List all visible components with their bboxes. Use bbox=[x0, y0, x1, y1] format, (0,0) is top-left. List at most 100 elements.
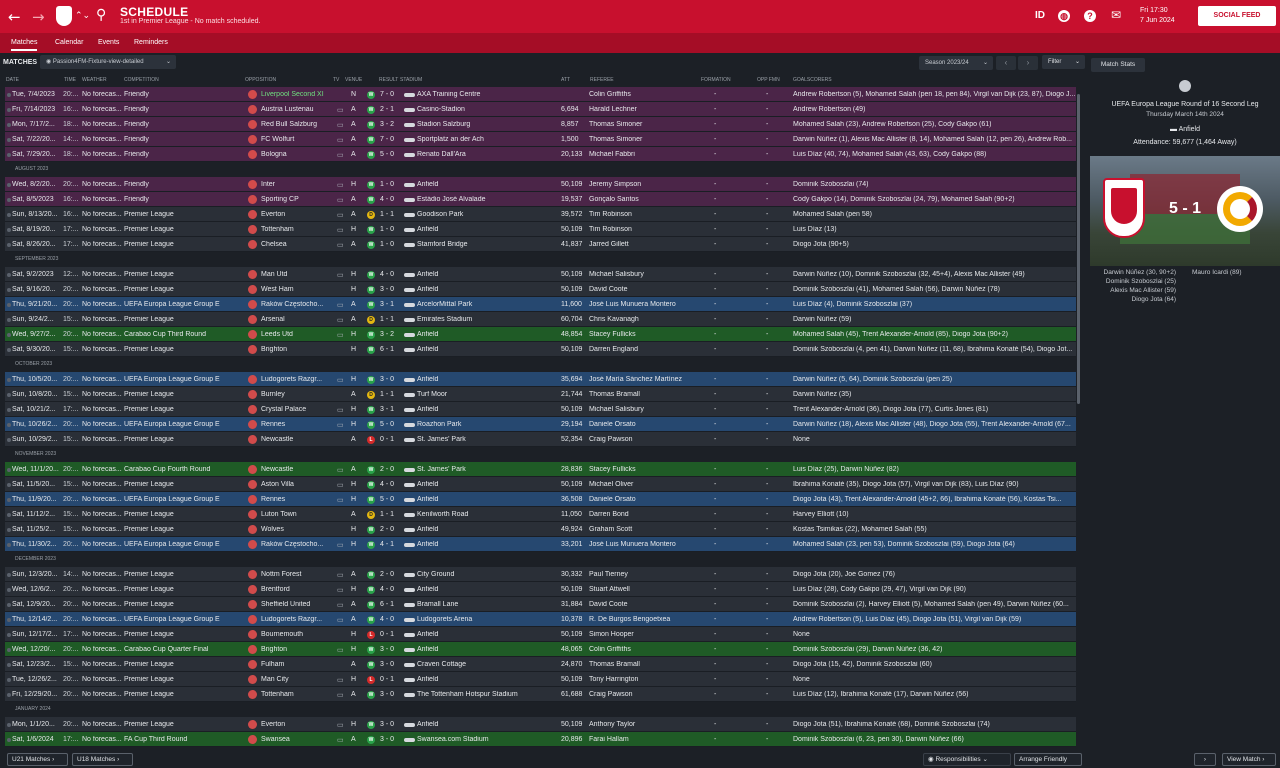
stadium-cell[interactable]: Anfield bbox=[417, 331, 439, 338]
referee-cell[interactable]: Stuart Attwell bbox=[589, 586, 630, 593]
opponent-badge-icon[interactable] bbox=[248, 345, 257, 354]
table-row[interactable]: Thu, 9/21/20... 20:... No forecas... UEFA E… bbox=[5, 297, 1076, 312]
stadium-cell[interactable]: Anfield bbox=[417, 541, 439, 548]
table-row[interactable]: Sat, 11/25/2... 15:... No forecas... Premie… bbox=[5, 522, 1076, 537]
tab-calendar[interactable]: Calendar bbox=[55, 39, 84, 46]
club-switch-icon[interactable]: ⌃⌄ bbox=[75, 11, 91, 21]
referee-cell[interactable]: Thomas Simoner bbox=[589, 136, 643, 143]
col-time[interactable]: TIME bbox=[64, 77, 76, 83]
opponent-badge-icon[interactable] bbox=[248, 465, 257, 474]
stadium-cell[interactable]: Anfield bbox=[417, 721, 439, 728]
competition-cell[interactable]: Premier League bbox=[124, 526, 174, 533]
opponent-badge-icon[interactable] bbox=[248, 630, 257, 639]
opposition-cell[interactable]: Inter bbox=[261, 181, 276, 188]
competition-cell[interactable]: UEFA Europa League Group E bbox=[124, 376, 220, 383]
col-referee[interactable]: REFEREE bbox=[590, 77, 614, 83]
referee-cell[interactable]: Jarred Gillett bbox=[589, 241, 629, 248]
opponent-badge-icon[interactable] bbox=[248, 720, 257, 729]
table-row[interactable]: Wed, 12/6/2... 20:... No forecas... Premier… bbox=[5, 582, 1076, 597]
referee-cell[interactable]: Daniele Orsato bbox=[589, 421, 636, 428]
competition-cell[interactable]: Carabao Cup Quarter Final bbox=[124, 646, 209, 653]
view-dropdown[interactable]: ◉ Passion4FM-Fixture-view-detailed ⌄ bbox=[40, 55, 176, 69]
opponent-badge-icon[interactable] bbox=[248, 540, 257, 549]
opposition-cell[interactable]: Brentford bbox=[261, 586, 290, 593]
opponent-badge-icon[interactable] bbox=[248, 405, 257, 414]
referee-cell[interactable]: Gonçalo Santos bbox=[589, 196, 639, 203]
table-row[interactable]: Sat, 9/2/2023 12:... No forecas... Premier … bbox=[5, 267, 1076, 282]
opponent-badge-icon[interactable] bbox=[248, 330, 257, 339]
col-opposition[interactable]: OPPOSITION bbox=[245, 77, 277, 83]
competition-cell[interactable]: Premier League bbox=[124, 721, 174, 728]
referee-cell[interactable]: Simon Hooper bbox=[589, 631, 634, 638]
stadium-cell[interactable]: Craven Cottage bbox=[417, 661, 467, 668]
forward-icon[interactable]: → bbox=[32, 8, 45, 26]
search-icon[interactable]: ⚲ bbox=[96, 7, 107, 23]
referee-cell[interactable]: José Luis Munuera Montero bbox=[589, 301, 676, 308]
opponent-badge-icon[interactable] bbox=[248, 690, 257, 699]
table-row[interactable]: Sun, 8/13/20... 16:... No forecas... Premie… bbox=[5, 207, 1076, 222]
competition-cell[interactable]: Premier League bbox=[124, 391, 174, 398]
opponent-badge-icon[interactable] bbox=[248, 135, 257, 144]
referee-cell[interactable]: Anthony Taylor bbox=[589, 721, 636, 728]
opponent-badge-icon[interactable] bbox=[248, 510, 257, 519]
referee-cell[interactable]: Chris Kavanagh bbox=[589, 316, 639, 323]
table-row[interactable]: Sat, 8/26/20... 17:... No forecas... Premie… bbox=[5, 237, 1076, 252]
referee-cell[interactable]: Tony Harrington bbox=[589, 676, 639, 683]
opposition-cell[interactable]: Wolves bbox=[261, 526, 284, 533]
referee-cell[interactable]: R. De Burgos Bengoetxea bbox=[589, 616, 671, 623]
referee-cell[interactable]: Graham Scott bbox=[589, 526, 633, 533]
tab-reminders[interactable]: Reminders bbox=[134, 39, 168, 46]
opposition-cell[interactable]: Liverpool Second XI bbox=[261, 91, 324, 98]
competition-cell[interactable]: UEFA Europa League Group E bbox=[124, 616, 220, 623]
table-row[interactable]: Thu, 11/9/20... 20:... No forecas... UEFA E… bbox=[5, 492, 1076, 507]
opposition-cell[interactable]: Tottenham bbox=[261, 691, 294, 698]
stadium-cell[interactable]: Emirates Stadium bbox=[417, 316, 473, 323]
referee-cell[interactable]: Michael Salisbury bbox=[589, 406, 644, 413]
opposition-cell[interactable]: Aston Villa bbox=[261, 481, 294, 488]
col-att[interactable]: ATT bbox=[561, 77, 571, 83]
col-goalscorers[interactable]: GOALSCORERS bbox=[793, 77, 832, 83]
table-row[interactable]: Sat, 8/5/2023 16:... No forecas... Friendly… bbox=[5, 192, 1076, 207]
table-row[interactable]: Sun, 9/24/2... 15:... No forecas... Premier… bbox=[5, 312, 1076, 327]
opponent-badge-icon[interactable] bbox=[248, 150, 257, 159]
referee-cell[interactable]: Jeremy Simpson bbox=[589, 181, 642, 188]
opponent-badge-icon[interactable] bbox=[248, 90, 257, 99]
table-row[interactable]: Sun, 12/17/2... 17:... No forecas... Premie… bbox=[5, 627, 1076, 642]
stadium-cell[interactable]: Stadion Salzburg bbox=[417, 121, 471, 128]
col-result[interactable]: RESULT bbox=[379, 77, 399, 83]
globe-icon[interactable]: ◍ bbox=[1058, 10, 1070, 22]
help-icon[interactable]: ? bbox=[1084, 10, 1096, 22]
opponent-badge-icon[interactable] bbox=[248, 585, 257, 594]
referee-cell[interactable]: José Luis Munuera Montero bbox=[589, 541, 676, 548]
opposition-cell[interactable]: Chelsea bbox=[261, 241, 287, 248]
competition-cell[interactable]: Friendly bbox=[124, 181, 149, 188]
filter-button[interactable]: Filter ⌄ bbox=[1042, 55, 1085, 69]
next-season-button[interactable]: › bbox=[1018, 56, 1038, 70]
opponent-badge-icon[interactable] bbox=[248, 180, 257, 189]
opposition-cell[interactable]: Austria Lustenau bbox=[261, 106, 314, 113]
col-competition[interactable]: COMPETITION bbox=[124, 77, 159, 83]
id-button[interactable]: ID bbox=[1035, 10, 1045, 21]
referee-cell[interactable]: Colin Griffiths bbox=[589, 91, 631, 98]
stadium-cell[interactable]: AXA Training Centre bbox=[417, 91, 481, 98]
competition-cell[interactable]: Friendly bbox=[124, 136, 149, 143]
stadium-cell[interactable]: Casino-Stadion bbox=[417, 106, 465, 113]
opponent-badge-icon[interactable] bbox=[248, 660, 257, 669]
prev-season-button[interactable]: ‹ bbox=[996, 56, 1016, 70]
stadium-cell[interactable]: Anfield bbox=[417, 481, 439, 488]
col-venue[interactable]: VENUE bbox=[345, 77, 363, 83]
competition-cell[interactable]: Premier League bbox=[124, 211, 174, 218]
opposition-cell[interactable]: Red Bull Salzburg bbox=[261, 121, 318, 128]
table-scrollbar[interactable] bbox=[1077, 94, 1080, 404]
stadium-cell[interactable]: Sportplatz an der Ach bbox=[417, 136, 484, 143]
stadium-cell[interactable]: Anfield bbox=[417, 346, 439, 353]
stadium-cell[interactable]: Renato Dall'Ara bbox=[417, 151, 466, 158]
opposition-cell[interactable]: West Ham bbox=[261, 286, 294, 293]
stadium-cell[interactable]: Anfield bbox=[417, 181, 439, 188]
stadium-cell[interactable]: Anfield bbox=[417, 286, 439, 293]
referee-cell[interactable]: Craig Pawson bbox=[589, 436, 633, 443]
table-row[interactable]: Tue, 12/26/2... 20:... No forecas... Premie… bbox=[5, 672, 1076, 687]
competition-cell[interactable]: Premier League bbox=[124, 676, 174, 683]
opposition-cell[interactable]: Ludogorets Razgr... bbox=[261, 616, 323, 623]
table-row[interactable]: Mon, 1/1/20... 20:... No forecas... Premier… bbox=[5, 717, 1076, 732]
